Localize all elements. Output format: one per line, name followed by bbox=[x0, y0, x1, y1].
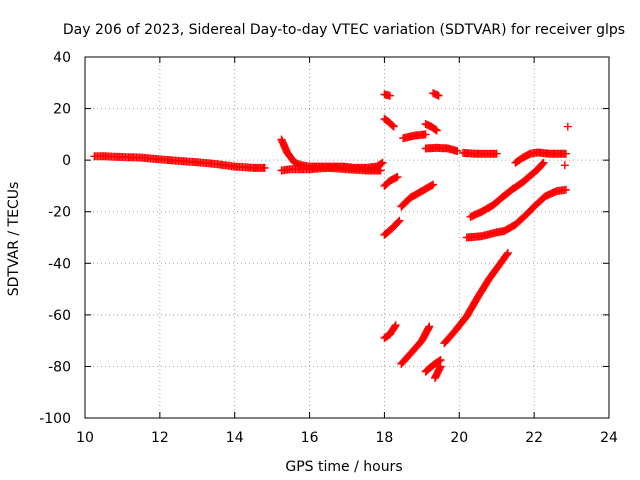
data-point bbox=[394, 217, 403, 226]
x-tick-label: 14 bbox=[226, 430, 244, 446]
data-point bbox=[425, 322, 434, 331]
plot-frame bbox=[84, 56, 610, 419]
y-tick-label: 20 bbox=[53, 102, 71, 118]
data-point bbox=[393, 172, 402, 181]
data-point bbox=[386, 91, 394, 100]
y-axis-label: SDTVAR / TECUs bbox=[6, 182, 22, 297]
data-point bbox=[390, 322, 399, 331]
x-tick-label: 16 bbox=[301, 430, 319, 446]
data-point bbox=[429, 180, 438, 189]
data-point bbox=[562, 149, 570, 158]
data-point bbox=[453, 147, 462, 156]
data-point bbox=[562, 185, 570, 194]
chart-title: Day 206 of 2023, Sidereal Day-to-day VTE… bbox=[63, 22, 625, 38]
y-tick-label: 40 bbox=[53, 50, 71, 66]
data-point bbox=[377, 159, 386, 168]
data-point bbox=[421, 130, 430, 139]
data-point bbox=[563, 122, 572, 131]
data-point bbox=[492, 149, 501, 158]
y-tick-label: -20 bbox=[48, 205, 71, 221]
data-point bbox=[378, 158, 387, 167]
data-points bbox=[90, 89, 572, 382]
x-tick-label: 10 bbox=[76, 430, 94, 446]
data-point bbox=[539, 158, 548, 167]
data-point bbox=[436, 362, 445, 371]
y-tick-label: -60 bbox=[48, 308, 71, 324]
x-tick-label: 12 bbox=[151, 430, 169, 446]
x-tick-label: 18 bbox=[376, 430, 394, 446]
grid-lines bbox=[85, 57, 609, 418]
y-tick-label: -40 bbox=[48, 256, 71, 272]
x-tick-label: 22 bbox=[525, 430, 543, 446]
data-point bbox=[260, 163, 269, 172]
data-point bbox=[395, 216, 404, 225]
x-axis-label: GPS time / hours bbox=[285, 459, 402, 475]
data-point bbox=[431, 125, 440, 134]
axis-ticks: 10 12 14 16 18 20 22 24 -100 -80 -60 -40 -20 0 20 40 bbox=[39, 50, 618, 446]
data-point bbox=[391, 321, 400, 330]
data-point bbox=[389, 122, 398, 131]
data-point bbox=[435, 356, 444, 365]
data-point bbox=[376, 166, 385, 175]
data-point bbox=[503, 250, 511, 259]
data-point bbox=[560, 161, 569, 170]
data-point bbox=[503, 249, 512, 257]
data-point bbox=[432, 126, 441, 135]
y-tick-label: -80 bbox=[48, 359, 71, 375]
y-tick-label: 0 bbox=[62, 153, 71, 169]
x-tick-label: 24 bbox=[600, 430, 618, 446]
data-point bbox=[388, 121, 397, 130]
y-tick-label: -100 bbox=[39, 411, 71, 427]
data-point bbox=[538, 159, 547, 168]
data-point bbox=[427, 181, 436, 190]
data-point bbox=[434, 91, 443, 100]
x-tick-label: 20 bbox=[450, 430, 468, 446]
